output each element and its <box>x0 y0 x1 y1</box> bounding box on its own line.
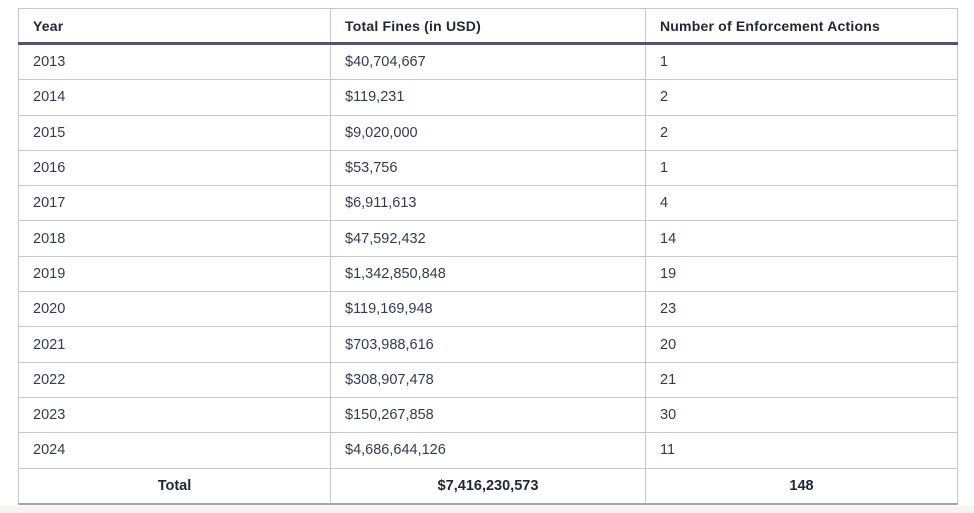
year-cell: 2024 <box>18 432 331 469</box>
fines-by-year-table: Year Total Fines (in USD) Number of Enfo… <box>18 8 958 505</box>
total-label: Total <box>18 467 331 505</box>
table-row: 2022 $308,907,478 21 <box>18 361 958 398</box>
page-bottom-margin <box>0 506 974 513</box>
actions-cell: 21 <box>645 361 958 398</box>
year-cell: 2014 <box>18 79 331 116</box>
header-row: Year Total Fines (in USD) Number of Enfo… <box>18 8 958 45</box>
actions-cell: 11 <box>645 432 958 469</box>
fines-cell: $40,704,667 <box>330 42 646 81</box>
actions-cell: 19 <box>645 255 958 293</box>
column-header-year: Year <box>18 8 331 45</box>
actions-cell: 1 <box>645 149 958 187</box>
table-header: Year Total Fines (in USD) Number of Enfo… <box>18 8 958 45</box>
table-footer: Total $7,416,230,573 148 <box>18 467 958 505</box>
table-row: 2013 $40,704,667 1 <box>18 42 958 81</box>
fines-cell: $4,686,644,126 <box>330 432 646 469</box>
column-header-enforcement-actions: Number of Enforcement Actions <box>645 8 958 45</box>
actions-cell: 30 <box>645 396 958 434</box>
actions-cell: 4 <box>645 185 958 222</box>
total-fines-value: $7,416,230,573 <box>330 467 646 505</box>
year-cell: 2019 <box>18 255 331 293</box>
fines-cell: $53,756 <box>330 149 646 187</box>
actions-cell: 20 <box>645 326 958 363</box>
actions-cell: 1 <box>645 42 958 81</box>
table-row: 2014 $119,231 2 <box>18 79 958 116</box>
fines-cell: $47,592,432 <box>330 220 646 257</box>
fines-cell: $9,020,000 <box>330 114 646 151</box>
year-cell: 2020 <box>18 291 331 328</box>
actions-cell: 23 <box>645 291 958 328</box>
actions-cell: 14 <box>645 220 958 257</box>
fines-cell: $6,911,613 <box>330 185 646 222</box>
year-cell: 2021 <box>18 326 331 363</box>
column-header-total-fines: Total Fines (in USD) <box>330 8 646 45</box>
table-row: 2019 $1,342,850,848 19 <box>18 255 958 293</box>
table-row: 2020 $119,169,948 23 <box>18 291 958 328</box>
table-row: 2021 $703,988,616 20 <box>18 326 958 363</box>
fines-cell: $119,231 <box>330 79 646 116</box>
fines-cell: $308,907,478 <box>330 361 646 398</box>
year-cell: 2015 <box>18 114 331 151</box>
table-row: 2016 $53,756 1 <box>18 149 958 187</box>
table-row: 2017 $6,911,613 4 <box>18 185 958 222</box>
actions-cell: 2 <box>645 114 958 151</box>
year-cell: 2018 <box>18 220 331 257</box>
table-body: 2013 $40,704,667 1 2014 $119,231 2 2015 … <box>18 42 958 469</box>
total-row: Total $7,416,230,573 148 <box>18 467 958 505</box>
table-row: 2023 $150,267,858 30 <box>18 396 958 434</box>
fines-cell: $703,988,616 <box>330 326 646 363</box>
total-actions-value: 148 <box>645 467 958 505</box>
actions-cell: 2 <box>645 79 958 116</box>
fines-cell: $150,267,858 <box>330 396 646 434</box>
table-row: 2015 $9,020,000 2 <box>18 114 958 151</box>
year-cell: 2023 <box>18 396 331 434</box>
table-row: 2018 $47,592,432 14 <box>18 220 958 257</box>
table-row: 2024 $4,686,644,126 11 <box>18 432 958 469</box>
year-cell: 2017 <box>18 185 331 222</box>
year-cell: 2016 <box>18 149 331 187</box>
year-cell: 2013 <box>18 42 331 81</box>
fines-cell: $119,169,948 <box>330 291 646 328</box>
year-cell: 2022 <box>18 361 331 398</box>
fines-cell: $1,342,850,848 <box>330 255 646 293</box>
